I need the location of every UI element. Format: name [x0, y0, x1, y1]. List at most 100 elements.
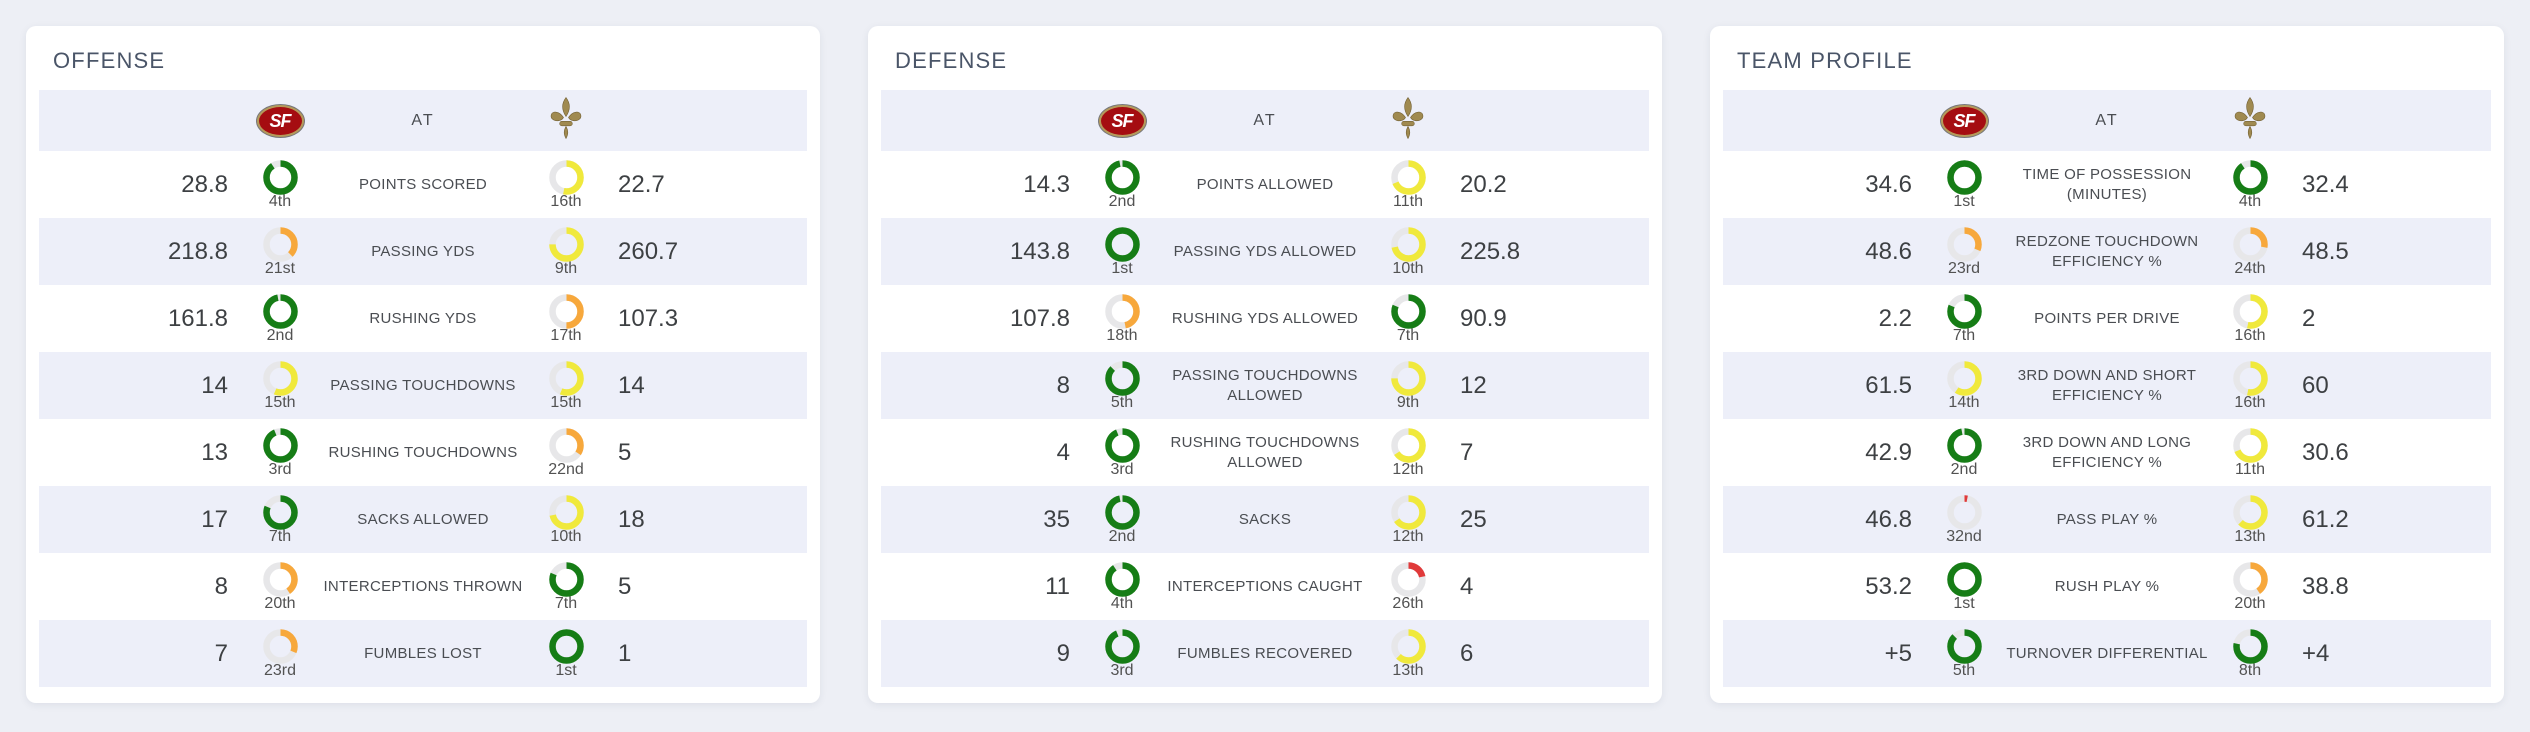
rank-gauge-away: 1st: [1928, 155, 2000, 215]
stat-label: TIME OF POSSESSION (MINUTES): [2022, 166, 2192, 203]
rank-gauge-away: 3rd: [1086, 423, 1158, 483]
rank-ring-icon: [548, 360, 584, 396]
rank-label-away: 18th: [1106, 326, 1138, 344]
rank-label-home: 16th: [2234, 393, 2266, 411]
rank-ring-icon: [548, 293, 584, 329]
saints-fleur-de-lis-logo-icon: [2233, 97, 2267, 144]
stat-row: 4 3rd RUSHING TOUCHDOWNS ALLOWED 12th 7: [881, 419, 1649, 486]
rank-label-away: 23rd: [1947, 259, 1981, 277]
rank-gauge-home: 10th: [1372, 222, 1444, 282]
home-team-logo-cell: [530, 97, 602, 144]
stat-label: PASS PLAY %: [2056, 510, 2158, 528]
rank-gauge-away: 2nd: [244, 289, 316, 349]
saints-fleur-de-lis-logo-icon: [549, 97, 583, 144]
away-team-logo-cell: SF: [1086, 104, 1158, 137]
rank-label-home: 20th: [2234, 594, 2266, 612]
rank-gauge-home: 26th: [1372, 557, 1444, 617]
rank-label-away: 5th: [1952, 661, 1976, 679]
rank-ring-icon: [1104, 494, 1140, 530]
rank-ring-icon: [262, 293, 298, 329]
sf-logo-text: SF: [1953, 110, 1975, 131]
panel-defense: DEFENSE SF AT 14.3 2nd POINTS ALLOWED 11th 20.2…: [868, 26, 1662, 703]
stat-value-home: +4: [2302, 639, 2330, 667]
rank-gauge-home: 7th: [1372, 289, 1444, 349]
panel-title-defense: DEFENSE: [895, 48, 1008, 73]
rank-label-away: 1st: [1953, 594, 1975, 612]
rank-gauge-away: 23rd: [1928, 222, 2000, 282]
stat-value-home: 22.7: [618, 170, 665, 198]
stat-value-away: 13: [201, 438, 228, 466]
stat-row: 8 5th PASSING TOUCHDOWNS ALLOWED 9th 12: [881, 352, 1649, 419]
rank-gauge-away: 2nd: [1928, 423, 2000, 483]
rank-ring-icon: [1946, 561, 1982, 597]
stat-value-home: 1: [618, 639, 632, 667]
stat-row: 14 15th PASSING TOUCHDOWNS 15th 14: [39, 352, 807, 419]
away-team-logo-cell: SF: [1928, 104, 2000, 137]
rank-label-home: 22nd: [548, 460, 584, 478]
rank-gauge-away: 3rd: [244, 423, 316, 483]
stat-row: 28.8 4th POINTS SCORED 16th 22.7: [39, 151, 807, 218]
rank-gauge-home: 24th: [2214, 222, 2286, 282]
stat-row: 53.2 1st RUSH PLAY % 20th 38.8: [1723, 553, 2491, 620]
rank-ring-icon: [2232, 226, 2268, 262]
stat-row: 48.6 23rd REDZONE TOUCHDOWN EFFICIENCY % 24…: [1723, 218, 2491, 285]
stats-table-offense: SF AT 28.8 4th POINTS SCORED 16th 22.7 218.8 21s…: [39, 90, 807, 687]
rank-gauge-away: 5th: [1086, 356, 1158, 416]
rank-label-home: 13th: [1392, 661, 1424, 679]
rank-gauge-away: 23rd: [244, 624, 316, 684]
rank-ring-icon: [1390, 293, 1426, 329]
rank-ring-icon: [1390, 628, 1426, 664]
rank-gauge-home: 1st: [530, 624, 602, 684]
home-team-logo-cell: [2214, 97, 2286, 144]
rank-label-away: 1st: [1953, 192, 1975, 210]
stat-value-home: 4: [1460, 572, 1474, 600]
rank-gauge-away: 4th: [1086, 557, 1158, 617]
stat-row: 107.8 18th RUSHING YDS ALLOWED 7th 90.9: [881, 285, 1649, 352]
rank-label-away: 3rd: [1110, 460, 1134, 478]
rank-gauge-away: 18th: [1086, 289, 1158, 349]
stat-value-away: 42.9: [1865, 438, 1912, 466]
stat-value-home: 14: [618, 371, 645, 399]
rank-label-away: 15th: [264, 393, 296, 411]
rank-gauge-away: 14th: [1928, 356, 2000, 416]
rank-gauge-home: 13th: [2214, 490, 2286, 550]
matchup-header-row: SF AT: [881, 90, 1649, 151]
rank-ring-icon: [262, 494, 298, 530]
sf-49ers-logo-icon: SF: [1098, 104, 1146, 137]
stat-value-home: 61.2: [2302, 505, 2349, 533]
stat-label: RUSHING YDS ALLOWED: [1171, 309, 1359, 327]
rank-label-away: 21st: [264, 259, 296, 277]
rank-label-away: 20th: [264, 594, 296, 612]
stat-value-home: 6: [1460, 639, 1474, 667]
rank-label-away: 23rd: [263, 661, 297, 679]
stat-value-away: 143.8: [1009, 237, 1070, 265]
fleur-de-lis-icon: [550, 97, 582, 140]
stat-value-home: 30.6: [2302, 438, 2349, 466]
rank-label-home: 16th: [550, 192, 582, 210]
rank-label-home: 8th: [2238, 661, 2262, 679]
stat-value-away: 8: [214, 572, 228, 600]
stat-row: 218.8 21st PASSING YDS 9th 260.7: [39, 218, 807, 285]
rank-ring-icon: [1104, 159, 1140, 195]
stat-label: INTERCEPTIONS CAUGHT: [1167, 577, 1363, 595]
stat-value-away: 218.8: [167, 237, 228, 265]
rank-ring-icon: [1390, 360, 1426, 396]
fleur-de-lis-icon: [2234, 97, 2266, 140]
stat-label: RUSHING TOUCHDOWNS ALLOWED: [1170, 434, 1360, 471]
rank-ring-icon: [262, 226, 298, 262]
stat-label: FUMBLES RECOVERED: [1177, 644, 1353, 662]
stat-value-home: 5: [618, 572, 632, 600]
stat-row: 143.8 1st PASSING YDS ALLOWED 10th 225.8: [881, 218, 1649, 285]
rank-ring-icon: [1390, 226, 1426, 262]
rank-label-away: 4th: [1110, 594, 1134, 612]
stat-value-home: 12: [1460, 371, 1487, 399]
stat-label: 3RD DOWN AND LONG EFFICIENCY %: [2022, 434, 2192, 471]
stat-value-away: 2.2: [1878, 304, 1912, 332]
rank-ring-icon: [1104, 628, 1140, 664]
stat-value-away: 11: [1045, 572, 1070, 600]
stat-row: 11 4th INTERCEPTIONS CAUGHT 26th 4: [881, 553, 1649, 620]
rank-label-home: 9th: [1396, 393, 1420, 411]
rank-gauge-away: 2nd: [1086, 155, 1158, 215]
